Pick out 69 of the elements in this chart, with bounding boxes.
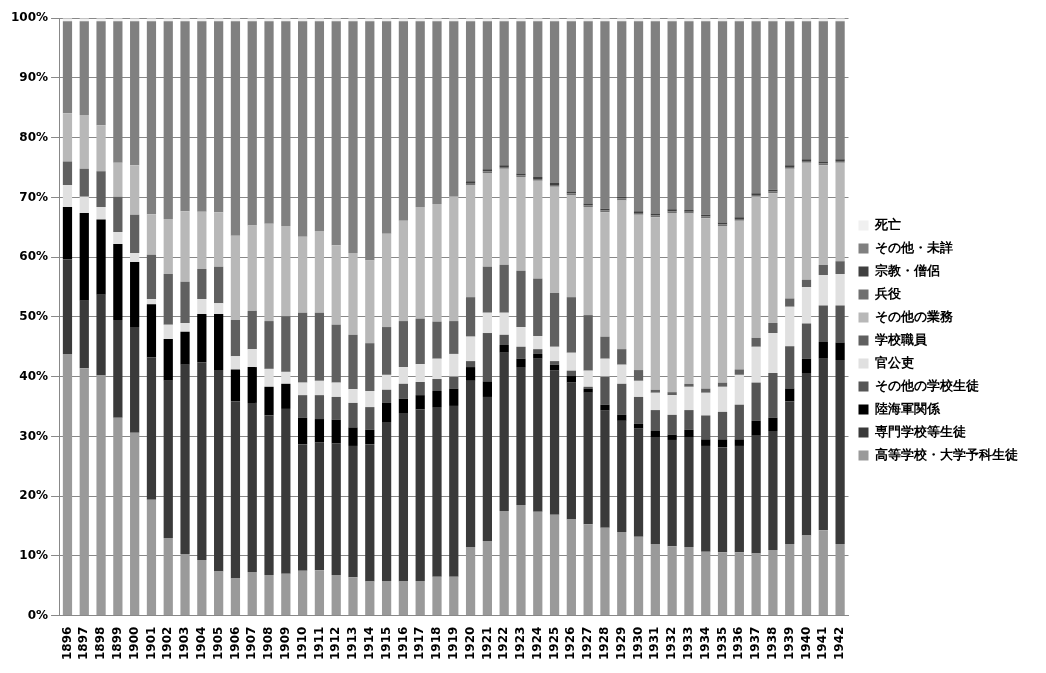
x-tick-label: 1923 [513, 626, 528, 661]
y-tick-label: 10% [19, 547, 49, 562]
x-tick-label: 1899 [109, 626, 124, 661]
x-tick-label: 1937 [748, 626, 763, 661]
x-tick-label: 1929 [613, 626, 628, 661]
y-tick-label: 40% [19, 368, 49, 383]
legend-label: その他の学校生徒 [875, 377, 979, 393]
x-tick-label: 1915 [378, 626, 393, 661]
y-tick-label: 70% [19, 189, 49, 204]
x-tick-label: 1926 [563, 626, 578, 661]
x-tick-label: 1909 [277, 626, 292, 661]
legend-label: 死亡 [874, 216, 901, 232]
legend-label: 官公吏 [875, 354, 914, 370]
x-tick-label: 1931 [647, 626, 662, 661]
y-tick-label: 60% [19, 249, 49, 264]
x-tick-label: 1920 [462, 626, 477, 661]
x-tick-label: 1934 [697, 626, 712, 661]
x-tick-label: 1897 [76, 626, 91, 661]
x-tick-label: 1917 [412, 626, 427, 661]
x-tick-label: 1933 [681, 626, 696, 661]
x-tick-label: 1906 [227, 626, 242, 661]
x-tick-label: 1936 [731, 626, 746, 661]
legend-label: 宗教・僧侶 [874, 262, 940, 278]
x-tick-label: 1930 [630, 626, 645, 661]
x-tick-label: 1901 [143, 626, 158, 661]
x-tick-label: 1910 [294, 626, 309, 661]
x-tick-label: 1903 [177, 626, 192, 661]
x-tick-label: 1902 [160, 626, 175, 661]
y-tick-label: 50% [19, 309, 49, 324]
x-tick-label: 1939 [781, 626, 796, 661]
y-tick-label: 80% [19, 129, 49, 144]
x-tick-label: 1918 [429, 626, 444, 661]
legend-label: 高等学校・大学予科生徒 [875, 446, 1018, 462]
x-tick-label: 1919 [445, 626, 460, 661]
x-tick-label: 1924 [529, 626, 544, 661]
x-tick-label: 1911 [311, 626, 326, 661]
x-tick-label: 1900 [126, 626, 141, 661]
x-tick-label: 1905 [210, 626, 225, 661]
x-tick-label: 1921 [479, 626, 494, 661]
legend-label: 陸海軍関係 [875, 400, 941, 416]
x-tick-label: 1907 [244, 626, 259, 661]
x-tick-label: 1940 [798, 626, 813, 661]
x-tick-label: 1941 [815, 626, 830, 661]
y-tick-label: 90% [19, 70, 49, 85]
x-tick-label: 1908 [261, 626, 276, 661]
x-tick-label: 1925 [546, 626, 561, 661]
y-tick-label: 20% [19, 488, 49, 503]
x-tick-label: 1916 [395, 626, 410, 661]
x-tick-label: 1904 [193, 626, 208, 661]
x-tick-label: 1896 [59, 626, 74, 661]
legend-label: 学校職員 [875, 331, 928, 347]
legend-label: 専門学校等生徒 [874, 423, 966, 439]
x-tick-label: 1928 [597, 626, 612, 661]
x-tick-label: 1913 [345, 626, 360, 661]
x-tick-label: 1932 [664, 626, 679, 661]
x-tick-label: 1942 [832, 626, 847, 661]
x-tick-label: 1922 [496, 626, 511, 661]
y-tick-label: 100% [10, 10, 49, 25]
x-tick-label: 1938 [765, 626, 780, 661]
y-tick-label: 0% [27, 607, 49, 622]
x-tick-label: 1935 [714, 626, 729, 661]
legend-label: その他の業務 [875, 308, 954, 324]
x-tick-label: 1927 [580, 626, 595, 661]
legend-label: 兵役 [874, 285, 902, 301]
x-tick-label: 1898 [93, 626, 108, 661]
x-tick-label: 1912 [328, 626, 343, 661]
y-tick-label: 30% [19, 428, 49, 443]
x-tick-label: 1914 [361, 626, 376, 661]
legend-label: その他・未詳 [875, 239, 953, 255]
